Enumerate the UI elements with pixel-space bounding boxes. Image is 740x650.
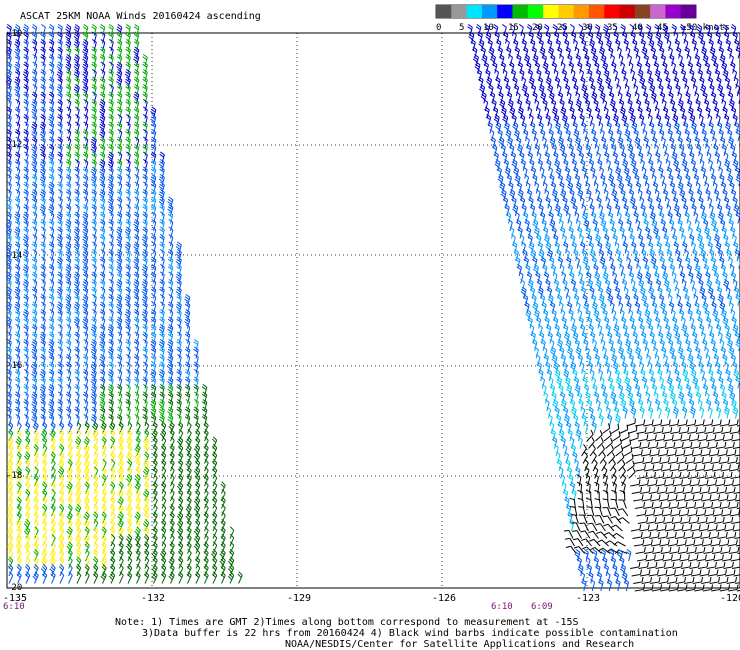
colorbar-swatch [512, 5, 529, 18]
colorbar-swatch [497, 5, 513, 18]
lon-label: -129 [287, 593, 311, 604]
lat-label: -14 [6, 251, 22, 261]
colorbar-tick-label: 10 [483, 23, 494, 33]
map-title: ASCAT 25KM NOAA Winds 20160424 ascending [20, 11, 261, 22]
colorbar-swatch [619, 5, 636, 18]
time-label-left: 6:10 [3, 602, 25, 612]
longitude-labels: -135 -132 -129 -126 -123 -120 [3, 593, 740, 604]
colorbar-tick-label: 15 [508, 23, 519, 33]
colorbar-swatch [481, 5, 498, 18]
lat-label: -18 [6, 471, 22, 481]
colorbar-tick-label: 40 [632, 23, 643, 33]
lon-label: -123 [576, 593, 600, 604]
map-frame [6, 32, 740, 589]
colorbar-tick-label: 0 [436, 23, 441, 33]
note-line-2: 3)Data buffer is 22 hrs from 20160424 4)… [142, 628, 678, 639]
colorbar-swatch [604, 5, 621, 18]
colorbar-tick-label: 45 [657, 23, 668, 33]
time-label-mid-b: 6:09 [531, 602, 553, 612]
lat-label: -10 [6, 29, 22, 39]
colorbar-tick-label: 5 [459, 23, 464, 33]
colorbar-tick-label: 35 [607, 23, 618, 33]
lon-label: -132 [141, 593, 165, 604]
colorbar-swatch [451, 5, 468, 18]
note-line-1: Note: 1) Times are GMT 2)Times along bot… [115, 617, 579, 628]
colorbar-tick-label: 30 [582, 23, 593, 33]
time-label-mid-a: 6:10 [491, 602, 513, 612]
colorbar-swatch [573, 5, 590, 18]
colorbar-swatch [543, 5, 559, 18]
colorbar-swatch [588, 5, 605, 18]
colorbar: 051015202530354045≥50 knots [435, 4, 730, 33]
colorbar-swatch [680, 5, 697, 18]
lat-label: -16 [6, 361, 22, 371]
note-line-3: NOAA/NESDIS/Center for Satellite Applica… [285, 639, 635, 650]
gridlines [7, 33, 740, 588]
latitude-labels: -10 -12 -14 -16 -18 -20 [6, 29, 22, 593]
lon-label: -126 [432, 593, 456, 604]
colorbar-swatch [527, 5, 544, 18]
colorbar-swatch [436, 5, 452, 18]
colorbar-swatch [634, 5, 651, 18]
lon-label: -120 [720, 593, 740, 604]
colorbar-tick-label: ≥50 knots [681, 23, 730, 33]
colorbar-swatch [558, 5, 575, 18]
lon-label: -135 [3, 593, 27, 604]
colorbar-swatch [466, 5, 483, 18]
lat-label: -12 [6, 140, 22, 150]
lat-label: -20 [6, 583, 22, 593]
wind-barbs [5, 23, 740, 592]
colorbar-swatch [650, 5, 666, 18]
colorbar-swatch [665, 5, 682, 18]
